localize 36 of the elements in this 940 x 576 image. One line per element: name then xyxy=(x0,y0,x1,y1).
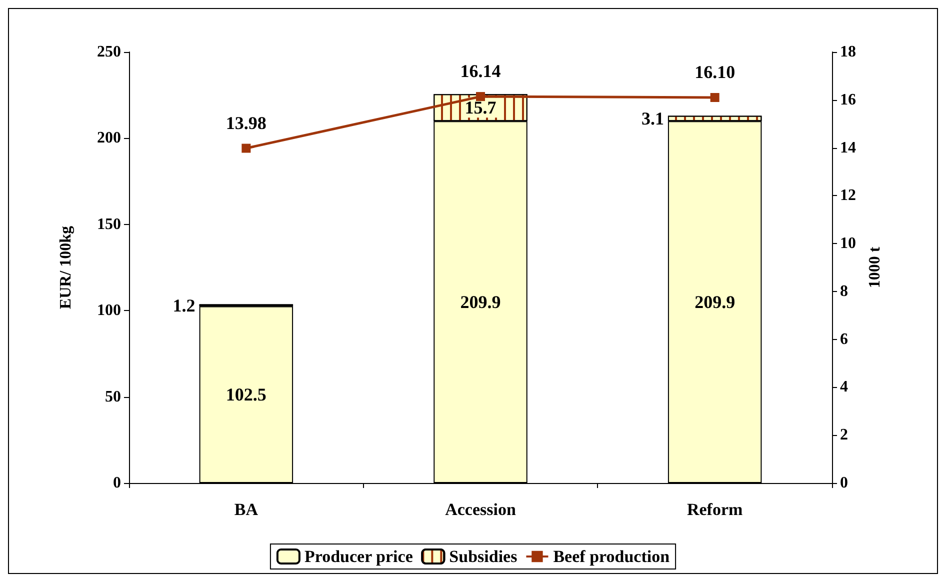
data-label: 209.9 xyxy=(694,292,736,312)
x-tick-label: BA xyxy=(234,500,259,519)
legend-label: Subsidies xyxy=(449,547,518,566)
y2-tick-label: 0 xyxy=(840,474,848,492)
y2-tick-label: 2 xyxy=(840,426,848,444)
point xyxy=(710,92,720,102)
data-label: 1.2 xyxy=(172,295,196,316)
y2-tick-label: 18 xyxy=(840,44,856,60)
y-tick-label: 100 xyxy=(97,302,121,320)
y2-tick-label: 4 xyxy=(840,378,848,396)
x-tick-label: Reform xyxy=(686,500,743,519)
y2-tick-label: 8 xyxy=(840,282,848,300)
y2-tick-label: 10 xyxy=(840,235,856,252)
y2-axis-title: 1000 t xyxy=(866,246,884,288)
y2-tick-label: 14 xyxy=(840,139,856,156)
data-label: 16.10 xyxy=(694,62,736,82)
y-tick-label: 150 xyxy=(97,216,121,233)
legend-label: Beef production xyxy=(553,547,670,566)
y-tick-label: 250 xyxy=(97,44,121,60)
y2-tick-label: 12 xyxy=(840,187,856,204)
legend-label: Producer price xyxy=(304,547,414,566)
data-label: 13.98 xyxy=(226,112,266,133)
point xyxy=(242,144,251,153)
point xyxy=(476,92,485,102)
y-tick-label: 0 xyxy=(113,474,121,492)
data-label: 3.1 xyxy=(641,108,664,128)
data-label: 16.14 xyxy=(460,61,501,82)
y-tick-label: 50 xyxy=(105,388,121,406)
y2-tick-label: 6 xyxy=(840,330,848,348)
x-tick-label: Accession xyxy=(445,500,516,519)
y2-tick-label: 16 xyxy=(840,91,856,108)
data-label: 15.7 xyxy=(464,98,496,118)
data-label: 209.9 xyxy=(460,292,501,312)
y-tick-label: 200 xyxy=(97,130,121,147)
data-label: 102.5 xyxy=(226,384,266,405)
y-axis-title: EUR/ 100kg xyxy=(58,226,74,310)
